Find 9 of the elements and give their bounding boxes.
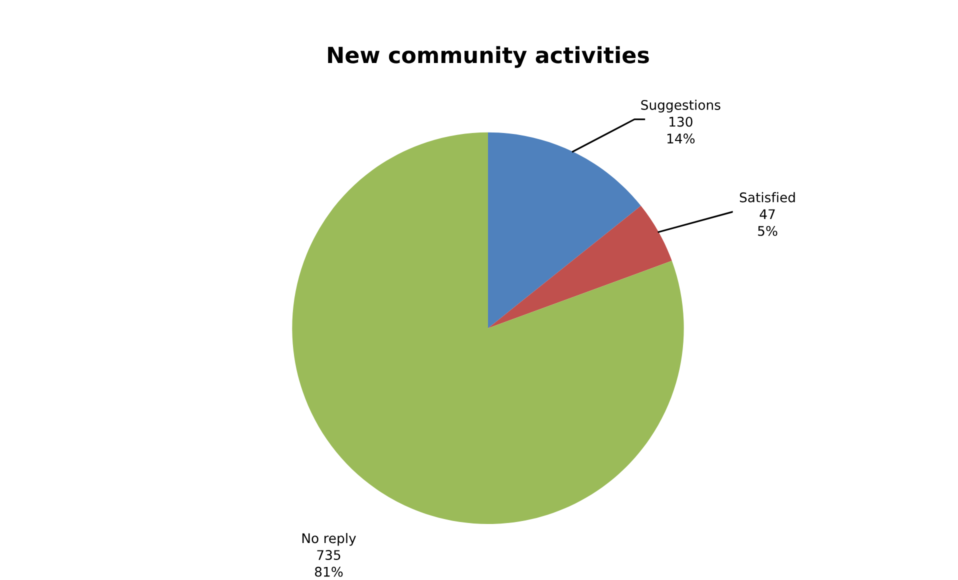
slice-label: Suggestions bbox=[641, 100, 720, 112]
data-label: 735 81% bbox=[314, 550, 343, 577]
pie-slice bbox=[488, 132, 641, 328]
slice-label: Satisfied bbox=[740, 192, 795, 202]
pie-slice bbox=[488, 206, 672, 328]
data-label: 130 14% bbox=[667, 116, 695, 144]
slice-label: No reply bbox=[302, 533, 356, 546]
data-label: 47 5% bbox=[758, 209, 778, 236]
chart-title: New community activities bbox=[328, 46, 649, 68]
